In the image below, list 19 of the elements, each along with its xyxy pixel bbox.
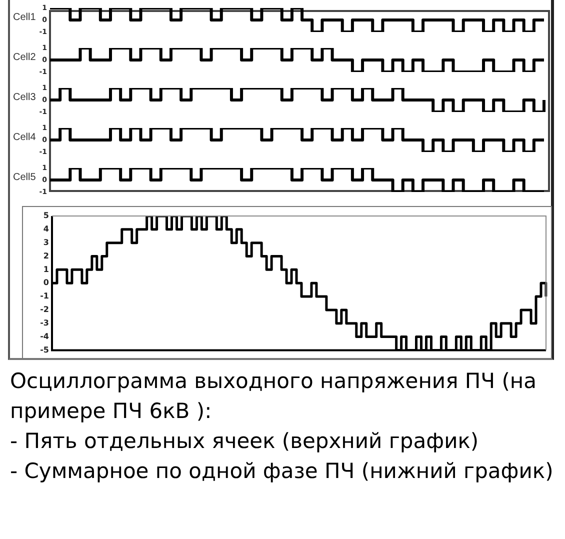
y-axis-title: Cell2 bbox=[13, 52, 36, 63]
text: Осциллограмма выходного напряжения ПЧ (на примере ПЧ 6кВ ): bbox=[10, 369, 537, 423]
y-tick-label: 5 bbox=[43, 211, 50, 220]
y-tick-label: 1 bbox=[43, 264, 50, 274]
y-axis-title: Cell1 bbox=[13, 12, 36, 23]
y-axis-title: Cell4 bbox=[13, 132, 36, 143]
text: - Суммарное по одной фазе ПЧ (нижний график) bbox=[10, 459, 554, 483]
y-tick-label: -5 bbox=[40, 345, 50, 354]
y-tick-label: 4 bbox=[43, 224, 50, 234]
y-tick-label: 2 bbox=[43, 251, 49, 260]
y-tick-label: -2 bbox=[40, 305, 49, 314]
y-axis-title: Cell5 bbox=[13, 172, 36, 183]
y-tick-label: 0 bbox=[43, 278, 50, 288]
y-tick-label: -4 bbox=[40, 332, 50, 341]
y-tick-label: -3 bbox=[40, 318, 49, 328]
y-tick-label: 3 bbox=[43, 238, 49, 247]
y-axis-title: Cell3 bbox=[13, 92, 36, 103]
y-tick-label: -1 bbox=[40, 292, 50, 301]
text: - Пять отдельных ячеек (верхний график) bbox=[10, 429, 479, 453]
